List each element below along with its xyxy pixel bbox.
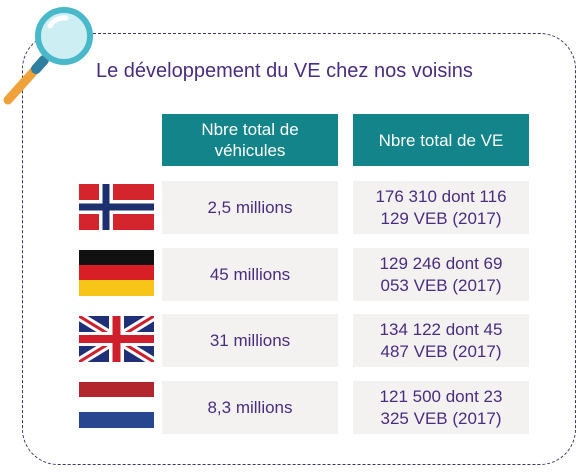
row-1-ev: 176 310 dont 116 129 VEB (2017) <box>353 181 529 234</box>
norway-flag-icon <box>79 184 154 230</box>
row-3-vehicles: 31 millions <box>162 314 338 367</box>
row-4-vehicles: 8,3 millions <box>162 381 338 434</box>
germany-flag-icon <box>79 250 154 296</box>
row-4-ev: 121 500 dont 23 325 VEB (2017) <box>353 381 529 434</box>
netherlands-flag-icon <box>79 382 154 428</box>
dashed-frame <box>22 33 576 465</box>
row-2-ev: 129 246 dont 69 053 VEB (2017) <box>353 248 529 301</box>
magnifier-icon <box>3 7 93 105</box>
row-3-ev: 134 122 dont 45 487 VEB (2017) <box>353 314 529 367</box>
header-total-vehicles: Nbre total de véhicules <box>162 114 338 166</box>
row-2-vehicles: 45 millions <box>162 248 338 301</box>
row-1-vehicles: 2,5 millions <box>162 181 338 234</box>
header-total-ev: Nbre total de VE <box>353 114 529 166</box>
united-kingdom-flag-icon <box>79 316 154 362</box>
page-title: Le développement du VE chez nos voisins <box>96 60 473 82</box>
